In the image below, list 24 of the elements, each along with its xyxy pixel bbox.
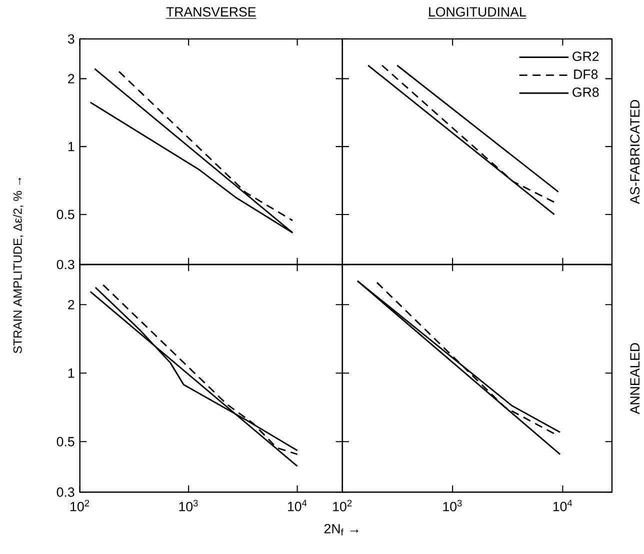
legend-label: DF8 [574,70,598,79]
x-tick-label: 10$^{4}$ [553,500,572,512]
chart-title: TRANSVERSE [166,7,256,17]
y-tick-label: 0.3 [56,487,74,497]
legend-label: GR8 [572,87,599,97]
chart-title: LONGITUDINAL [429,7,526,17]
y-axis-title: STRAIN AMPLITUDE, Δε/2, % → [13,178,24,354]
x-axis-title: 2N$_{f}$ → [324,524,358,536]
y-tick-label: 3 [68,34,74,44]
text: ANNEALED [630,343,640,414]
x-tick-label: 10$^{3}$ [179,500,198,512]
y-tick-label: 0.3 [56,260,74,270]
legend-label: GR2 [572,52,599,62]
text: AS-FABRICATED [630,100,640,204]
x-tick-label: 10$^{4}$ [288,500,307,512]
y-tick-label: 1 [68,142,74,152]
y-tick-label: 0.5 [56,210,74,220]
y-tick-label: 0.5 [56,436,74,446]
y-tick-label: 2 [68,300,74,310]
x-tick-label: 10$^{2}$ [333,500,352,512]
y-tick-label: 2 [68,74,74,84]
x-tick-label: 10$^{3}$ [443,500,462,512]
y-tick-label: 1 [68,368,74,378]
x-tick-label: 10$^{2}$ [70,500,90,512]
